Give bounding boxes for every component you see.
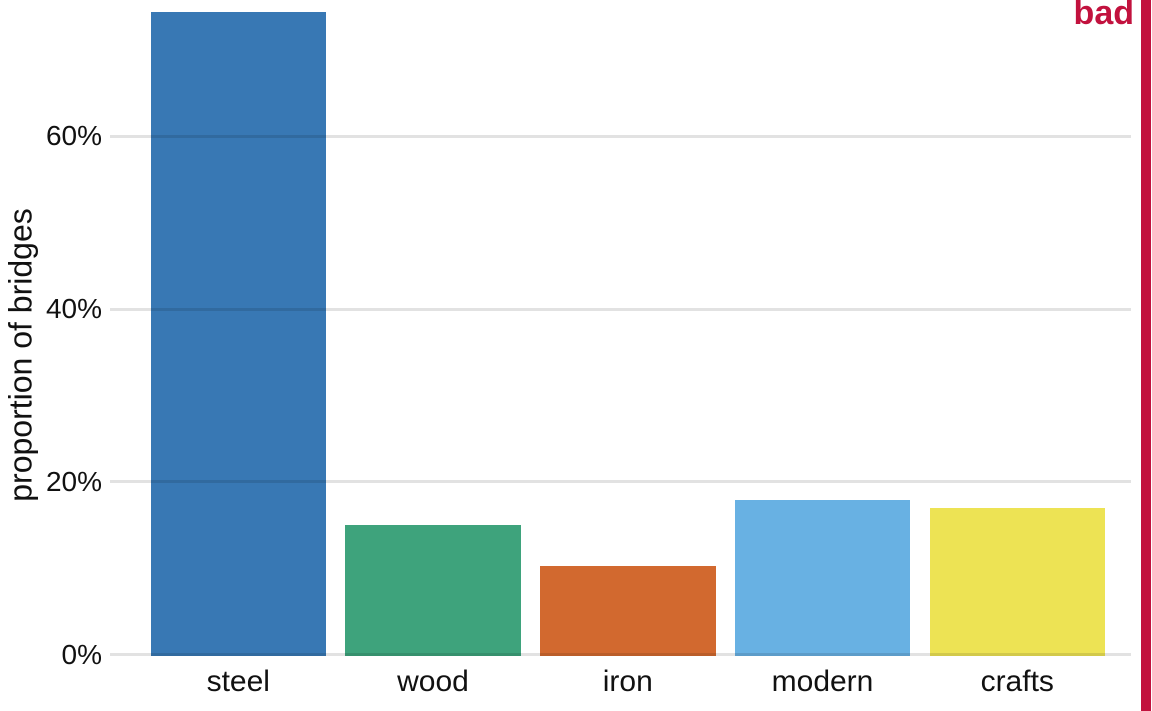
y-tick-label-60%: 60% bbox=[45, 120, 102, 152]
x-tick-label-wood: wood bbox=[397, 665, 469, 698]
gridline-60% bbox=[110, 134, 1131, 138]
y-tick-label-20%: 20% bbox=[45, 465, 102, 497]
bar-wood bbox=[345, 524, 521, 656]
stamp-bad-bar bbox=[1141, 0, 1151, 711]
stamp-bad-label: bad bbox=[1073, 0, 1134, 32]
bar-crafts bbox=[929, 507, 1105, 656]
y-tick-label-0%: 0% bbox=[61, 638, 102, 670]
gridline-40% bbox=[110, 307, 1131, 311]
x-tick-label-crafts: crafts bbox=[980, 665, 1054, 698]
gridline-0% bbox=[110, 653, 1131, 656]
bar-iron bbox=[540, 565, 716, 656]
bar-steel bbox=[150, 11, 326, 656]
bar-modern bbox=[734, 499, 911, 656]
x-tick-label-steel: steel bbox=[206, 665, 270, 698]
x-tick-label-modern: modern bbox=[771, 665, 874, 698]
gridline-20% bbox=[110, 480, 1131, 484]
y-tick-label-40%: 40% bbox=[45, 293, 102, 324]
y-axis-title: proportion of bridges bbox=[2, 208, 39, 502]
x-tick-label-iron: iron bbox=[602, 665, 653, 698]
